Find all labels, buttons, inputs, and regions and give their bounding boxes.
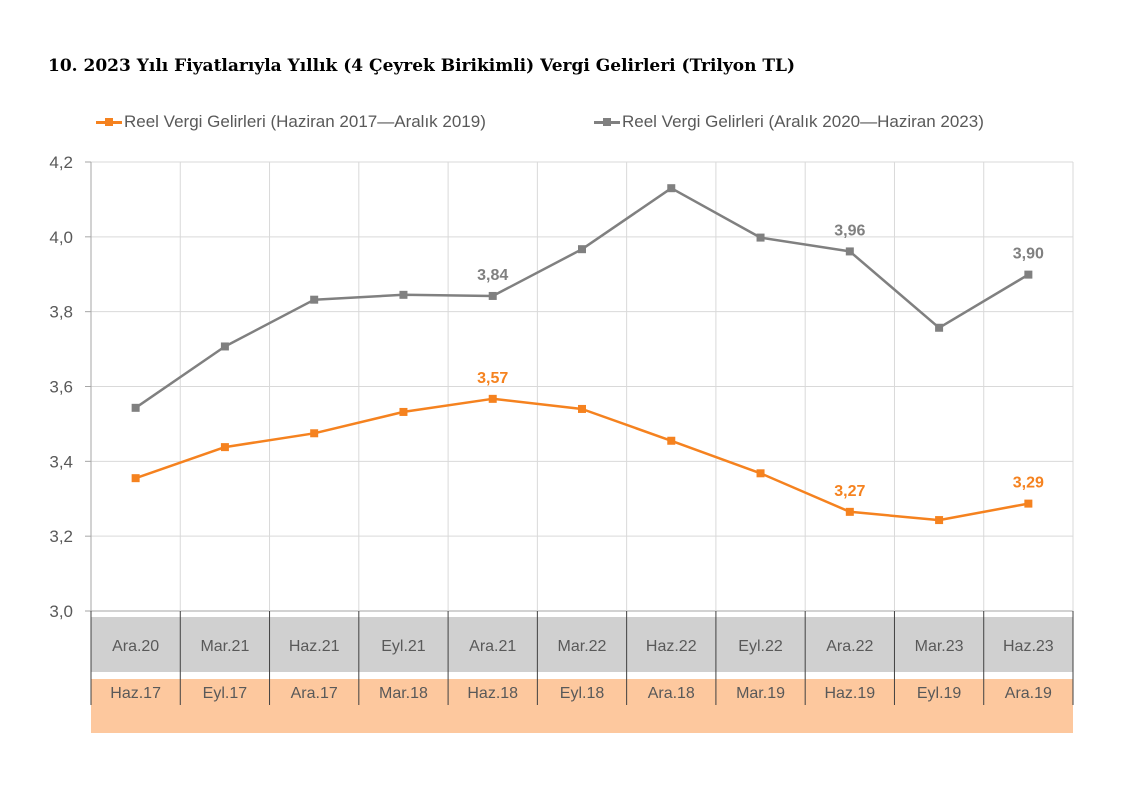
y-tick-label: 3,4 bbox=[49, 452, 73, 471]
x-category-upper-label: Mar.21 bbox=[200, 638, 249, 655]
data-label-gray: 3,84 bbox=[477, 267, 508, 284]
x-category-upper-label: Haz.21 bbox=[289, 638, 340, 655]
y-tick-label: 3,0 bbox=[49, 602, 73, 621]
data-point-gray bbox=[399, 290, 408, 299]
data-point-orange bbox=[488, 394, 497, 403]
y-tick-label: 4,0 bbox=[49, 228, 73, 247]
x-category-lower-label: Haz.19 bbox=[824, 685, 875, 702]
data-point-orange bbox=[1024, 499, 1033, 508]
legend-item-gray: Reel Vergi Gelirleri (Aralık 2020—Hazira… bbox=[594, 112, 984, 132]
x-category-lower-label: Ara.18 bbox=[648, 685, 695, 702]
legend-label-orange: Reel Vergi Gelirleri (Haziran 2017—Aralı… bbox=[124, 112, 486, 131]
x-category-lower-label: Mar.19 bbox=[736, 685, 785, 702]
data-point-orange bbox=[310, 429, 319, 438]
x-category-lower-label: Haz.18 bbox=[467, 685, 518, 702]
upper-category-band bbox=[91, 617, 1073, 672]
legend-marker-orange bbox=[96, 115, 122, 129]
x-category-upper-label: Ara.22 bbox=[826, 638, 873, 655]
data-point-gray bbox=[1024, 270, 1033, 279]
x-category-upper-label: Haz.23 bbox=[1003, 638, 1054, 655]
data-point-orange bbox=[578, 404, 586, 413]
data-point-gray bbox=[488, 291, 497, 300]
x-category-upper-label: Haz.22 bbox=[646, 638, 697, 655]
x-category-lower-label: Ara.19 bbox=[1005, 685, 1052, 702]
legend-label-gray: Reel Vergi Gelirleri (Aralık 2020—Hazira… bbox=[622, 112, 984, 131]
data-point-orange bbox=[935, 516, 944, 525]
x-category-upper-label: Ara.20 bbox=[112, 638, 159, 655]
data-point-gray bbox=[667, 184, 676, 193]
x-category-lower-label: Eyl.18 bbox=[560, 685, 605, 702]
x-category-lower-label: Haz.17 bbox=[110, 685, 161, 702]
x-category-lower-label: Mar.18 bbox=[379, 685, 428, 702]
data-label-orange: 3,27 bbox=[834, 483, 865, 500]
legend: Reel Vergi Gelirleri (Haziran 2017—Aralı… bbox=[96, 112, 1056, 138]
data-point-gray bbox=[578, 245, 586, 254]
x-category-upper-label: Mar.23 bbox=[915, 638, 964, 655]
data-point-orange bbox=[220, 443, 229, 452]
x-category-lower-label: Eyl.19 bbox=[917, 685, 962, 702]
lower-category-band bbox=[91, 679, 1073, 733]
data-point-gray bbox=[756, 233, 765, 242]
y-tick-label: 3,8 bbox=[49, 303, 73, 322]
legend-marker-gray bbox=[594, 115, 620, 129]
legend-item-orange: Reel Vergi Gelirleri (Haziran 2017—Aralı… bbox=[96, 112, 486, 132]
data-point-gray bbox=[131, 403, 140, 412]
x-category-upper-label: Eyl.22 bbox=[738, 638, 783, 655]
data-point-gray bbox=[845, 247, 854, 256]
data-label-orange: 3,29 bbox=[1013, 475, 1044, 492]
x-category-lower-label: Ara.17 bbox=[291, 685, 338, 702]
data-point-gray bbox=[935, 323, 944, 332]
y-tick-label: 3,6 bbox=[49, 378, 73, 397]
x-category-lower-label: Eyl.17 bbox=[203, 685, 248, 702]
data-point-orange bbox=[399, 407, 408, 416]
data-label-gray: 3,90 bbox=[1013, 246, 1044, 263]
data-point-gray bbox=[220, 342, 229, 351]
data-label-orange: 3,57 bbox=[477, 370, 508, 387]
y-tick-label: 4,2 bbox=[49, 153, 73, 172]
x-category-upper-label: Eyl.21 bbox=[381, 638, 426, 655]
chart-title: 10. 2023 Yılı Fiyatlarıyla Yıllık (4 Çey… bbox=[48, 56, 796, 76]
data-label-gray: 3,96 bbox=[834, 222, 865, 239]
y-tick-label: 3,2 bbox=[49, 527, 73, 546]
x-category-upper-label: Ara.21 bbox=[469, 638, 516, 655]
data-point-gray bbox=[310, 295, 319, 304]
data-point-orange bbox=[131, 474, 140, 483]
data-point-orange bbox=[845, 507, 854, 516]
data-point-orange bbox=[756, 469, 765, 478]
data-point-orange bbox=[667, 436, 676, 445]
x-category-upper-label: Mar.22 bbox=[558, 638, 607, 655]
